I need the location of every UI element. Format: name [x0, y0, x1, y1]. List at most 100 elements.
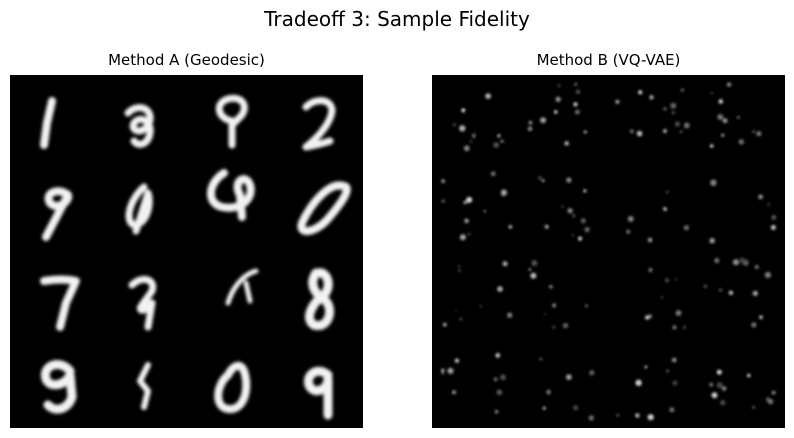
noise-speck [674, 121, 680, 127]
noise-speck [479, 305, 482, 308]
digit-sample [297, 181, 351, 235]
noise-speck [530, 272, 537, 279]
noise-speck [752, 130, 756, 134]
noise-speck [703, 284, 708, 289]
noise-speck [663, 107, 667, 111]
noise-speck [507, 312, 513, 318]
noise-speck [494, 410, 499, 414]
noise-speck [528, 120, 533, 125]
digit-sample [207, 169, 255, 221]
digit-sample [125, 183, 153, 235]
noise-speck [447, 367, 454, 374]
noise-speck [737, 116, 740, 119]
noise-speck [751, 322, 757, 328]
noise-speck [566, 374, 572, 380]
noise-speck [544, 313, 546, 315]
digit-grid-method-b [432, 75, 785, 428]
digit-sample [40, 360, 77, 414]
noise-speck [672, 380, 678, 386]
noise-speck [549, 285, 553, 289]
noise-speck [666, 369, 669, 373]
noise-speck [764, 271, 771, 279]
noise-speck [681, 88, 684, 92]
noise-speck [580, 218, 586, 224]
noise-speck [455, 309, 458, 312]
noise-speck [732, 259, 740, 266]
noise-speck [542, 406, 546, 410]
noise-speck [497, 134, 501, 138]
noise-speck [671, 110, 676, 115]
noise-speck [497, 286, 503, 292]
noise-speck [496, 389, 503, 396]
noise-speck [709, 382, 714, 387]
noise-speck [463, 200, 467, 205]
noise-speck [527, 126, 533, 132]
noise-speck [589, 370, 595, 376]
noise-speck [648, 267, 653, 273]
noise-speck [714, 257, 720, 264]
noise-speck [500, 374, 506, 381]
noise-speck [670, 102, 677, 109]
noise-speck [665, 278, 669, 283]
noise-speck [716, 369, 722, 375]
noise-speck [647, 414, 654, 421]
noise-speck [752, 290, 758, 296]
digit-grid-method-a [10, 75, 363, 428]
digit-sample [215, 94, 248, 149]
digit-sample [137, 362, 151, 410]
noise-speck [493, 142, 499, 148]
noise-speck [754, 264, 759, 270]
noise-speck [495, 353, 501, 358]
noise-speck [573, 405, 579, 411]
digit-sample [305, 268, 334, 331]
noise-speck [552, 303, 557, 308]
noise-speck [759, 315, 763, 320]
noise-speck [636, 130, 643, 137]
noise-speck [573, 102, 578, 107]
noise-speck [583, 130, 587, 134]
noise-speck [752, 406, 755, 409]
digit-sample [128, 275, 157, 331]
noise-speck [459, 318, 462, 321]
noise-speck [578, 236, 583, 241]
noise-speck [635, 413, 640, 418]
noise-speck [615, 99, 620, 104]
noise-speck [767, 398, 774, 405]
noise-speck [458, 265, 461, 268]
noise-speck [726, 82, 732, 87]
noise-speck [571, 234, 574, 237]
noise-speck [672, 325, 677, 330]
noise-speck [635, 379, 642, 386]
noise-speck [493, 377, 498, 382]
noise-speck [722, 118, 728, 124]
noise-speck [544, 224, 549, 229]
noise-speck [626, 229, 631, 234]
noise-speck [718, 99, 723, 104]
noise-speck [644, 365, 648, 369]
noise-speck [756, 131, 762, 137]
noise-speck [441, 368, 445, 372]
noise-speck [483, 210, 486, 213]
noise-speck [739, 257, 746, 264]
noise-speck [452, 390, 456, 395]
noise-speck [771, 215, 777, 220]
noise-speck [538, 176, 542, 180]
noise-speck [502, 261, 508, 267]
noise-speck [454, 358, 460, 363]
noise-speck [574, 82, 578, 86]
noise-speck [719, 288, 722, 292]
image-panel-method-a [10, 75, 363, 428]
noise-speck [469, 140, 473, 143]
noise-speck [566, 177, 572, 183]
noise-specks [441, 82, 777, 421]
noise-speck [649, 95, 654, 100]
image-panel-method-b [432, 75, 785, 428]
digit-sample [124, 104, 154, 148]
noise-speck [709, 238, 715, 244]
noise-speck [441, 179, 446, 184]
noise-speck [710, 179, 717, 186]
noise-speck [561, 205, 564, 208]
noise-speck [627, 215, 634, 222]
noise-speck [638, 90, 643, 95]
digit-sample [304, 366, 333, 420]
